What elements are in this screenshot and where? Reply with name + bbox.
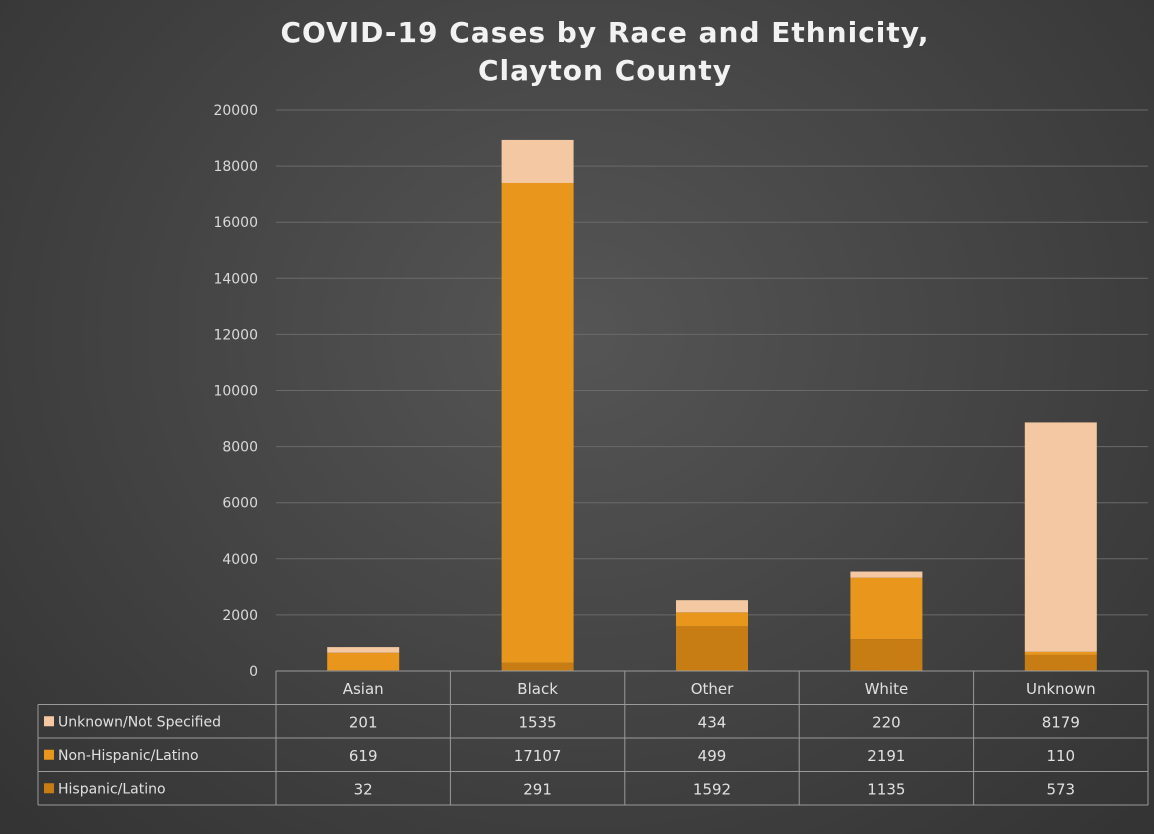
data-table-cell: 573 [1046, 780, 1075, 798]
data-table-cell: 110 [1046, 747, 1075, 765]
data-table-cell: 17107 [514, 747, 562, 765]
legend-label: Unknown/Not Specified [58, 714, 221, 730]
bar-segment-non-hispanic-latino-white [850, 577, 923, 640]
y-tick-label: 6000 [222, 496, 258, 512]
data-table-cell: 619 [349, 747, 378, 765]
x-category-label: Asian [343, 680, 384, 698]
bar-segment-hispanic-latino-other [676, 626, 748, 671]
data-table-cell: 434 [698, 713, 727, 731]
y-tick-label: 4000 [222, 552, 258, 568]
data-table-cell: 2191 [867, 747, 905, 765]
bar-segment-non-hispanic-latino-unknown [1024, 651, 1097, 655]
y-tick-label: 14000 [213, 271, 258, 287]
bar-segment-non-hispanic-latino-asian [327, 652, 400, 671]
bar-segment-unknown-not-specified-unknown [1024, 422, 1097, 652]
chart-title-line-1: COVID-19 Cases by Race and Ethnicity, [280, 16, 930, 49]
legend-swatch [44, 749, 54, 760]
x-category-label: Unknown [1026, 680, 1096, 698]
legend-swatch [44, 716, 54, 727]
bar-segment-non-hispanic-latino-other [676, 612, 748, 627]
data-table-cell: 8179 [1042, 713, 1080, 731]
data-table-cell: 499 [698, 747, 727, 765]
bar-segment-unknown-not-specified-black [501, 139, 574, 183]
bar-segment-hispanic-latino-unknown [1024, 654, 1097, 671]
y-tick-label: 16000 [213, 215, 258, 231]
y-tick-label: 10000 [213, 384, 258, 400]
y-tick-label: 20000 [213, 103, 258, 119]
data-table-cell: 32 [354, 780, 373, 798]
chart-title: COVID-19 Cases by Race and Ethnicity, Cl… [0, 14, 1154, 90]
y-tick-label: 18000 [213, 159, 258, 175]
bar-segment-unknown-not-specified-other [676, 600, 748, 613]
data-table-cell: 1135 [867, 780, 905, 798]
y-tick-label: 12000 [213, 327, 258, 343]
x-category-label: Other [691, 680, 734, 698]
y-tick-label: 2000 [222, 608, 258, 624]
data-table-cell: 1535 [519, 713, 557, 731]
data-table-cell: 1592 [693, 780, 731, 798]
data-table-cell: 291 [523, 780, 552, 798]
y-tick-label: 0 [249, 664, 258, 680]
data-table-cell: 220 [872, 713, 901, 731]
bar-segment-hispanic-latino-black [501, 662, 574, 671]
legend-swatch [44, 783, 54, 794]
bar-segment-non-hispanic-latino-black [501, 182, 574, 663]
x-category-label: White [865, 680, 909, 698]
bar-segment-unknown-not-specified-white [850, 571, 923, 578]
chart-title-line-2: Clayton County [477, 54, 733, 87]
bar-segment-hispanic-latino-white [850, 639, 923, 671]
legend-label: Non-Hispanic/Latino [58, 748, 199, 764]
y-tick-label: 8000 [222, 440, 258, 456]
data-table-cell: 201 [349, 713, 378, 731]
legend-label: Hispanic/Latino [58, 781, 166, 797]
x-category-label: Black [517, 680, 558, 698]
bar-segment-unknown-not-specified-asian [327, 647, 400, 653]
